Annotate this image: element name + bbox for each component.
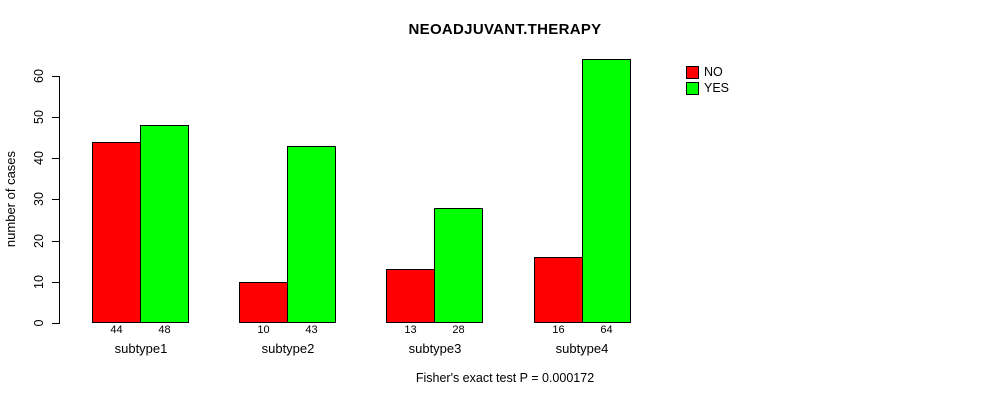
bar-yes-subtype4 (582, 59, 631, 323)
bar-value-label: 28 (452, 324, 465, 336)
x-category-label: subtype2 (261, 341, 315, 356)
bar-value-label: 44 (110, 324, 123, 336)
legend-swatch-yes (686, 81, 699, 95)
y-axis-tick-label: 40 (32, 151, 46, 165)
legend-label: NO (704, 65, 723, 79)
y-axis-tick (52, 158, 60, 159)
y-axis-tick (52, 117, 60, 118)
bar-yes-subtype1 (140, 125, 189, 323)
bar-value-label: 43 (305, 324, 318, 336)
chart-title: NEOADJUVANT.THERAPY (408, 21, 602, 38)
y-axis-tick (52, 241, 60, 242)
bar-no-subtype1 (92, 142, 141, 323)
y-axis-tick (52, 76, 60, 77)
legend-item-no: NO (686, 64, 729, 80)
legend-label: YES (704, 81, 730, 95)
y-axis-title: number of cases (3, 150, 18, 248)
bar-value-label: 48 (158, 324, 171, 336)
y-axis-tick-label: 0 (32, 319, 46, 327)
y-axis-tick-label: 20 (32, 234, 46, 248)
bar-value-label: 13 (404, 324, 417, 336)
bar-value-label: 16 (552, 324, 565, 336)
caption-fisher-test: Fisher's exact test P = 0.000172 (415, 371, 595, 385)
bar-yes-subtype3 (434, 208, 483, 323)
bar-yes-subtype2 (287, 146, 336, 323)
bar-no-subtype4 (534, 257, 583, 323)
y-axis-tick-label: 60 (32, 69, 46, 83)
y-axis-tick-label: 10 (32, 275, 46, 289)
y-axis-tick-label: 50 (32, 110, 46, 124)
x-category-label: subtype4 (555, 341, 609, 356)
y-axis-tick (52, 282, 60, 283)
bar-no-subtype2 (239, 282, 288, 323)
legend: NO YES (686, 64, 729, 96)
x-category-label: subtype1 (114, 341, 168, 356)
legend-swatch-no (686, 65, 699, 79)
y-axis-tick (52, 323, 60, 324)
bar-no-subtype3 (386, 269, 435, 323)
legend-item-yes: YES (686, 80, 729, 96)
bar-value-label: 64 (600, 324, 613, 336)
y-axis-tick (52, 199, 60, 200)
y-axis-tick-label: 30 (32, 192, 46, 206)
bar-value-label: 10 (257, 324, 270, 336)
x-category-label: subtype3 (408, 341, 462, 356)
